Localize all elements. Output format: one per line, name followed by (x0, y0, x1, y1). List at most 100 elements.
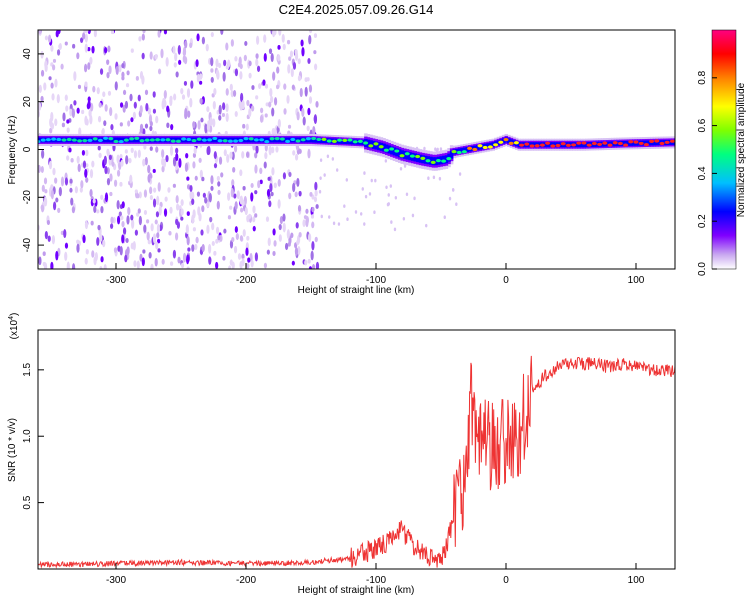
heatmap-cell (231, 137, 235, 143)
heatmap-cell (146, 231, 150, 241)
heatmap-cell (313, 114, 317, 123)
heatmap-cell (631, 140, 636, 146)
heatmap-cell (114, 81, 118, 91)
heatmap-cell (304, 259, 308, 266)
heatmap-cell (182, 50, 186, 56)
heatmap-cell (487, 145, 493, 149)
heatmap-cell (51, 235, 56, 245)
heatmap-cell (624, 140, 628, 146)
heatmap-cell (444, 155, 449, 164)
heatmap-cell (565, 143, 571, 147)
heatmap-cell (158, 205, 162, 216)
heatmap-cell (217, 189, 221, 195)
heatmap-cell (109, 173, 113, 182)
top-x-tick-label: 100 (628, 275, 645, 286)
heatmap-cell (113, 179, 118, 187)
heatmap-cell (356, 139, 360, 145)
heatmap-cell (40, 95, 44, 102)
heatmap-cell (354, 210, 358, 214)
top-y-tick-label: -20 (22, 190, 33, 205)
heatmap-cell (102, 91, 106, 98)
heatmap-cell (129, 137, 135, 141)
heatmap-cell (184, 107, 188, 118)
heatmap-cell (185, 153, 189, 159)
heatmap-cell (234, 201, 238, 210)
heatmap-cell (98, 152, 102, 158)
heatmap-cell (78, 127, 82, 137)
heatmap-cell (199, 98, 203, 105)
heatmap-cell (239, 169, 243, 177)
heatmap-cell (84, 33, 88, 43)
heatmap-cell (227, 192, 231, 201)
heatmap-cell (255, 53, 259, 59)
heatmap-cell (233, 245, 238, 254)
heatmap-cell (321, 137, 327, 141)
heatmap-cell (251, 105, 255, 112)
heatmap-cell (119, 181, 123, 187)
heatmap-cell (82, 160, 87, 169)
heatmap-cell (84, 81, 88, 88)
heatmap-cell (157, 30, 161, 38)
heatmap-cell (337, 138, 343, 142)
heatmap-cell (315, 204, 319, 209)
heatmap-cell (399, 154, 405, 158)
heatmap-cell (215, 261, 219, 269)
heatmap-cell (390, 220, 393, 224)
heatmap-cell (44, 63, 48, 73)
heatmap-cell (326, 154, 330, 159)
heatmap-cell (247, 257, 251, 263)
heatmap-cell (240, 207, 244, 213)
heatmap-cell (326, 139, 332, 143)
heatmap-cell (91, 137, 95, 143)
heatmap-cell (270, 53, 274, 63)
heatmap-cell (109, 191, 113, 197)
heatmap-cell (247, 137, 251, 143)
heatmap-cell (192, 161, 196, 169)
heatmap-cell (503, 138, 509, 142)
heatmap-cell (54, 177, 58, 184)
bottom-y-tick-label: 1.5 (22, 362, 33, 376)
heatmap-cell (174, 137, 178, 143)
heatmap-cell (335, 168, 339, 172)
heatmap-cell (232, 89, 237, 97)
heatmap-cell (121, 201, 125, 209)
heatmap-cell (182, 252, 187, 263)
heatmap-cell (205, 43, 209, 52)
heatmap-cell (446, 157, 452, 161)
heatmap-cell (545, 141, 551, 145)
heatmap-cell (207, 138, 213, 142)
heatmap-cell (118, 211, 122, 217)
heatmap-cell (550, 144, 556, 148)
heatmap-cell (136, 212, 140, 217)
bottom-x-tick-label: -200 (236, 575, 256, 586)
heatmap-cell (38, 84, 42, 93)
heatmap-cell (231, 179, 235, 187)
heatmap-cell (420, 156, 426, 160)
heatmap-cell (313, 50, 317, 55)
heatmap-cell (377, 142, 381, 151)
heatmap-cell (166, 105, 170, 113)
heatmap-cell (195, 236, 199, 244)
heatmap-cell (605, 141, 610, 147)
heatmap-cell (185, 224, 189, 235)
heatmap-cell (273, 137, 277, 143)
heatmap-cell (132, 137, 137, 143)
heatmap-cell (99, 265, 103, 269)
heatmap-cell (266, 189, 271, 197)
heatmap-cell (51, 137, 57, 141)
heatmap-cell (161, 148, 165, 159)
heatmap-cell (84, 63, 88, 73)
heatmap-cell (199, 169, 203, 179)
heatmap-cell (97, 224, 101, 231)
heatmap-cell (125, 237, 129, 243)
heatmap-cell (87, 30, 91, 35)
heatmap-cell (102, 239, 106, 248)
heatmap-cell (295, 139, 301, 143)
heatmap-cell (100, 256, 104, 263)
heatmap-cell (42, 251, 46, 256)
heatmap-cell (142, 128, 146, 136)
heatmap-cell (283, 108, 287, 115)
heatmap-cell (308, 30, 313, 34)
heatmap-cell (116, 169, 121, 177)
heatmap-cell (449, 150, 454, 159)
